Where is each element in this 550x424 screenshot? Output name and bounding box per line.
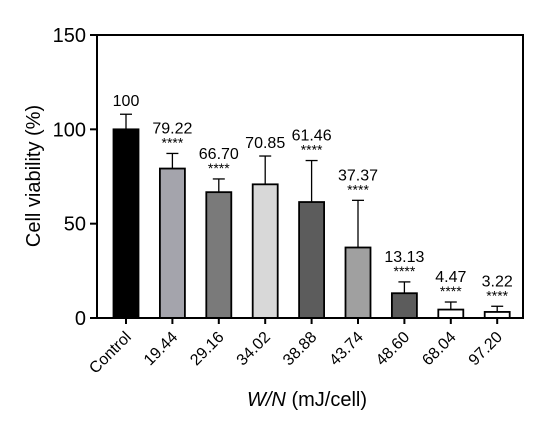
y-tick-label-0: 0	[75, 308, 86, 330]
significance-label-7: ****	[440, 283, 462, 299]
x-tick-label-0: Control	[86, 329, 134, 377]
x-axis-label: W/N (mJ/cell)	[247, 389, 367, 411]
value-label-0: 100	[113, 93, 140, 110]
value-label-8: 3.22	[482, 273, 513, 290]
significance-label-2: ****	[208, 160, 230, 176]
bar-2	[205, 191, 233, 319]
x-tick-label-1: 19.44	[141, 329, 181, 369]
significance-label-1: ****	[162, 134, 184, 150]
value-label-4: 61.46	[292, 128, 332, 145]
value-label-6: 13.13	[384, 249, 424, 266]
x-tick-label-8: 97.20	[466, 329, 506, 369]
plot-frame	[96, 34, 524, 319]
axes-layer	[96, 34, 524, 319]
x-tick-label-3: 34.02	[234, 329, 274, 369]
y-ticks-layer: 0 50 100 150	[53, 25, 97, 330]
bar-0	[112, 128, 140, 319]
value-label-1: 79.22	[152, 120, 192, 137]
value-label-3: 70.85	[245, 135, 285, 152]
x-tick-label-4: 38.88	[280, 329, 320, 369]
y-axis-label: Cell viability (%)	[23, 105, 45, 247]
bar-3	[251, 183, 279, 319]
significance-label-8: ****	[486, 287, 508, 303]
x-axis-label-unit: (mJ/cell)	[286, 389, 367, 411]
value-label-7: 4.47	[435, 269, 466, 286]
x-tick-label-7: 68.04	[419, 329, 459, 369]
x-tick-label-2: 29.16	[187, 329, 227, 369]
value-label-5: 37.37	[338, 167, 378, 184]
significance-label-6: ****	[394, 263, 416, 279]
bar-5	[344, 246, 372, 319]
significance-label-4: ****	[301, 142, 323, 158]
x-ticks-layer: Control 19.44 29.16 34.02 38.88 43.74 48.60 68.…	[86, 318, 506, 377]
y-tick-label-3: 150	[53, 25, 86, 47]
error-bars-layer	[120, 113, 504, 312]
bar-4	[298, 201, 326, 319]
bar-6	[390, 292, 418, 319]
value-label-2: 66.70	[199, 146, 239, 163]
significance-label-5: ****	[347, 181, 369, 197]
y-tick-label-1: 50	[64, 214, 86, 236]
x-tick-label-6: 48.60	[373, 329, 413, 369]
x-tick-label-5: 43.74	[326, 329, 366, 369]
x-axis-label-variable: W/N	[247, 389, 286, 411]
bar-7	[437, 308, 465, 319]
y-tick-label-2: 100	[53, 119, 86, 141]
bar-1	[158, 167, 186, 319]
